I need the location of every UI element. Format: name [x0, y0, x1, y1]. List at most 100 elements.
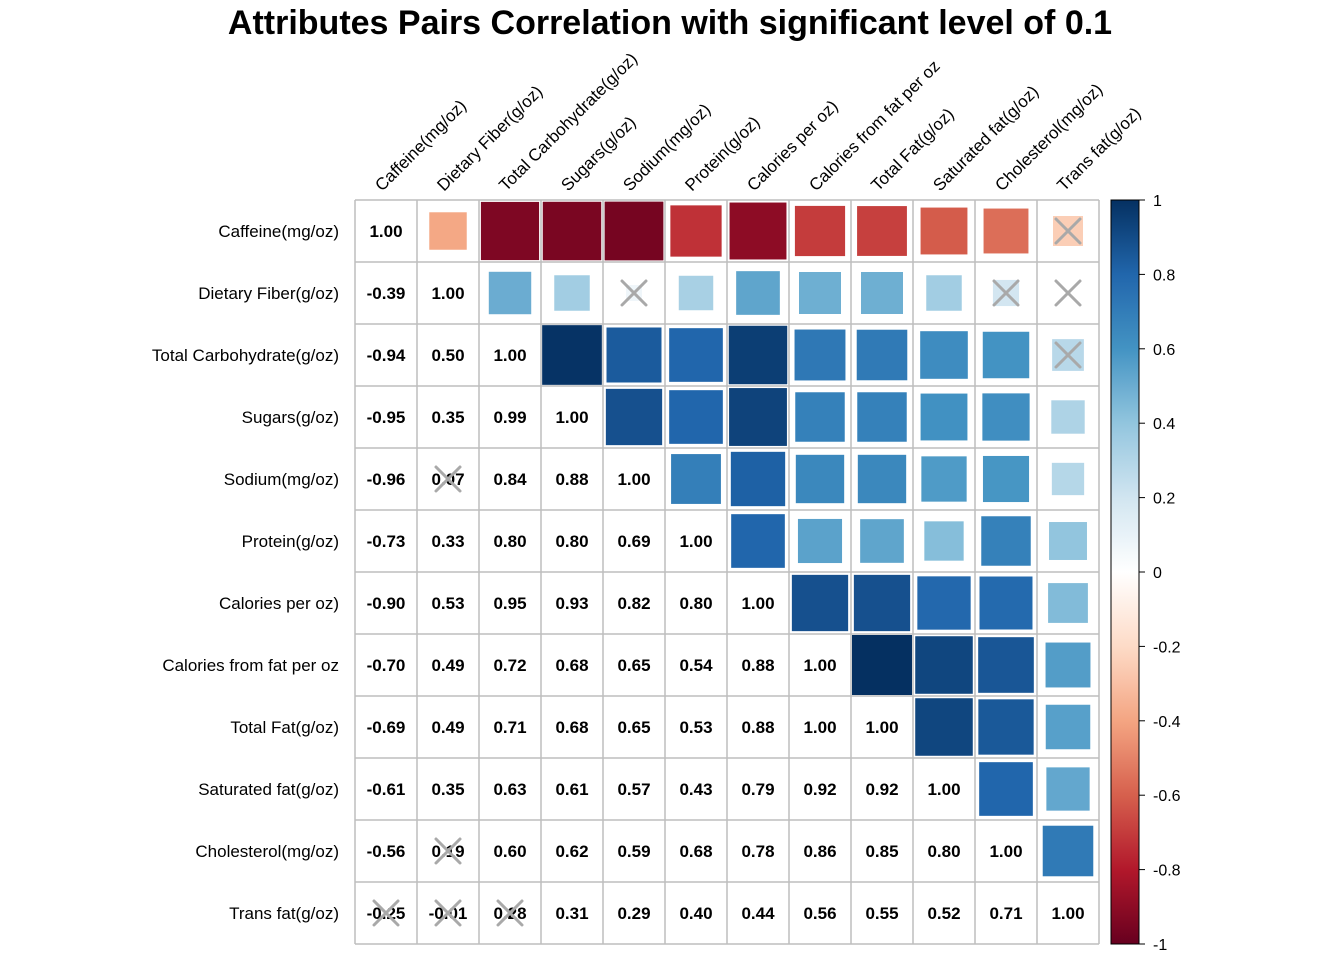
- correlation-square: [853, 574, 911, 632]
- legend-tick-label: -0.8: [1153, 863, 1181, 880]
- row-label: Cholesterol(mg/oz): [195, 842, 339, 861]
- correlation-square: [1049, 522, 1087, 560]
- correlation-square: [542, 325, 602, 385]
- correlation-value: 0.85: [865, 842, 898, 861]
- correlation-square: [861, 272, 903, 314]
- correlation-value: 0.68: [679, 842, 712, 861]
- row-label: Caffeine(mg/oz): [218, 222, 339, 241]
- correlation-value: 0.49: [431, 718, 464, 737]
- color-legend: 1 0.8 0.6 0.4 0.2 0 -0.2 -0.4 -0.6 -0.8 -1: [1110, 193, 1181, 954]
- correlation-value: 0.35: [431, 780, 464, 799]
- correlation-value: 1.00: [865, 718, 898, 737]
- nonsignificant-cross-mark: [1054, 217, 1082, 245]
- correlation-value: 0.92: [803, 780, 836, 799]
- correlation-square: [917, 576, 971, 630]
- correlation-value: 0.54: [679, 656, 713, 675]
- legend-tick-label: -0.2: [1153, 639, 1181, 656]
- correlation-value: 0.88: [741, 656, 774, 675]
- correlation-square: [670, 205, 722, 257]
- correlation-square: [915, 636, 973, 694]
- correlation-value: -0.95: [367, 408, 406, 427]
- correlation-square: [860, 519, 904, 563]
- correlation-value: 0.44: [741, 904, 775, 923]
- correlation-value: 0.65: [617, 718, 650, 737]
- correlation-value: -0.61: [367, 780, 406, 799]
- correlation-value: 1.00: [803, 656, 836, 675]
- column-label: Cholesterol(mg/oz): [991, 80, 1106, 195]
- correlation-value: 0.79: [741, 780, 774, 799]
- correlation-value: 0.88: [555, 470, 588, 489]
- correlation-square: [979, 762, 1033, 816]
- nonsignificant-cross-mark: [1054, 341, 1082, 369]
- row-label: Protein(g/oz): [242, 532, 339, 551]
- nonsignificant-cross-mark: [1054, 279, 1082, 307]
- legend-tick-label: 0.8: [1153, 267, 1175, 284]
- matrix-grid: [354, 199, 1100, 945]
- correlation-value: 1.00: [369, 222, 402, 241]
- correlation-square: [856, 329, 908, 381]
- correlation-square: [728, 325, 788, 385]
- correlation-value: 1.00: [803, 718, 836, 737]
- correlation-value: 0.29: [617, 904, 650, 923]
- correlation-value: 0.80: [493, 532, 526, 551]
- correlation-value: 0.86: [803, 842, 836, 861]
- correlation-value: 0.71: [493, 718, 526, 737]
- correlation-square: [1045, 704, 1091, 750]
- correlation-square: [794, 329, 846, 381]
- legend-tick-label: -0.6: [1153, 788, 1181, 805]
- correlation-value: 0.68: [555, 718, 588, 737]
- correlation-value: 0.80: [927, 842, 960, 861]
- correlation-value: 0.31: [555, 904, 588, 923]
- correlation-value: 0.61: [555, 780, 588, 799]
- correlation-square: [979, 576, 1033, 630]
- correlation-value: 1.00: [927, 780, 960, 799]
- correlation-value: 1.00: [617, 470, 650, 489]
- correlation-square: [857, 454, 907, 504]
- correlation-square: [488, 271, 532, 315]
- correlation-value: -0.73: [367, 532, 406, 551]
- correlation-value: 0.99: [493, 408, 526, 427]
- nonsignificant-cross-mark: [496, 899, 524, 927]
- correlation-value: 0.72: [493, 656, 526, 675]
- correlation-square: [920, 331, 968, 379]
- legend-tick-label: 0.4: [1153, 416, 1175, 433]
- correlation-square: [606, 327, 662, 383]
- correlation-square: [542, 201, 602, 261]
- correlation-value: 1.00: [1051, 904, 1084, 923]
- correlation-square: [920, 393, 968, 441]
- column-label: Saturated fat(g/oz): [929, 82, 1042, 195]
- correlation-square: [926, 275, 962, 311]
- correlation-value: -0.90: [367, 594, 406, 613]
- correlation-value: 0.40: [679, 904, 712, 923]
- correlation-value: 1.00: [493, 346, 526, 365]
- correlation-square: [982, 393, 1030, 441]
- correlation-value: -0.69: [367, 718, 406, 737]
- correlation-value: 0.84: [493, 470, 527, 489]
- column-label: Dietary Fiber(g/oz): [433, 82, 546, 195]
- correlation-square: [605, 388, 663, 446]
- correlation-value: 0.93: [555, 594, 588, 613]
- correlation-value: 0.60: [493, 842, 526, 861]
- correlation-value: -0.70: [367, 656, 406, 675]
- row-label: Saturated fat(g/oz): [198, 780, 339, 799]
- correlation-value: 0.69: [617, 532, 650, 551]
- correlation-value: -0.39: [367, 284, 406, 303]
- legend-tick-label: 1: [1153, 193, 1162, 210]
- correlation-value: 0.88: [741, 718, 774, 737]
- correlation-square: [857, 206, 907, 256]
- nonsignificant-cross-mark: [620, 279, 648, 307]
- correlation-value: 0.63: [493, 780, 526, 799]
- correlation-square: [604, 201, 664, 261]
- nonsignificant-cross-mark: [992, 279, 1020, 307]
- correlation-square: [852, 635, 912, 695]
- correlation-value: -0.56: [367, 842, 406, 861]
- correlation-square: [729, 388, 787, 446]
- correlation-square: [480, 201, 540, 261]
- correlation-square: [983, 208, 1029, 254]
- legend-tick-label: 0.6: [1153, 342, 1175, 359]
- correlation-value: 0.78: [741, 842, 774, 861]
- correlation-value: 0.82: [617, 594, 650, 613]
- legend-tick-label: -0.4: [1153, 714, 1181, 731]
- correlation-value: 0.95: [493, 594, 526, 613]
